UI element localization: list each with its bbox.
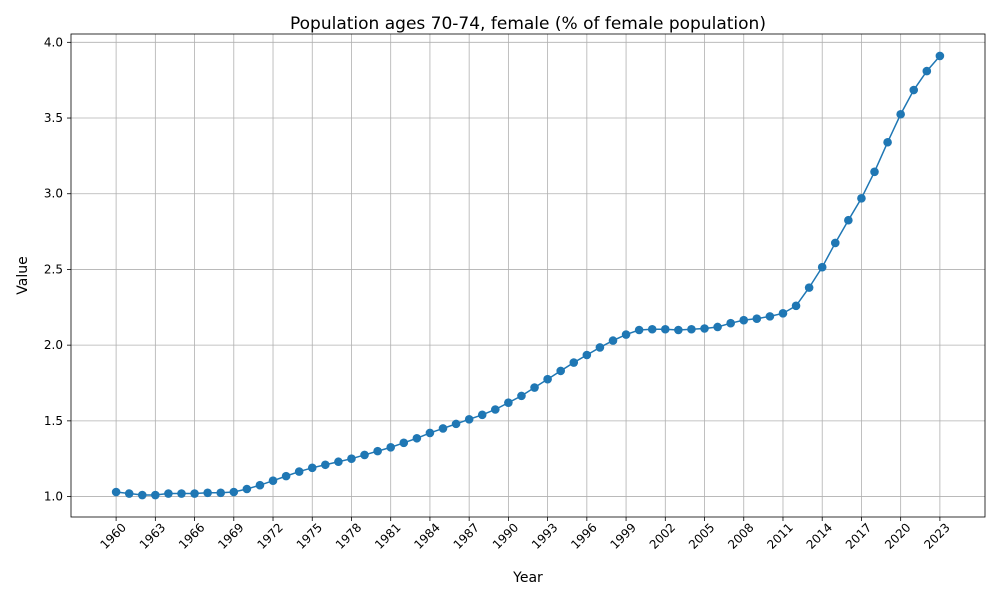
data-point <box>621 330 631 339</box>
y-tick-label: 2.0 <box>44 338 63 352</box>
data-point <box>660 324 670 334</box>
chart-title: Population ages 70-74, female (% of fema… <box>290 14 766 34</box>
data-point <box>582 350 592 360</box>
data-point <box>124 489 134 498</box>
y-tick-label: 3.0 <box>44 187 63 201</box>
data-point <box>674 325 683 335</box>
data-point <box>477 410 487 420</box>
data-point <box>922 66 932 76</box>
data-point <box>229 487 239 497</box>
data-point <box>360 450 369 460</box>
data-point <box>634 325 644 335</box>
data-point <box>752 314 762 323</box>
data-point <box>804 283 814 292</box>
data-point <box>412 433 422 443</box>
data-point <box>438 424 448 433</box>
data-point <box>373 446 382 456</box>
data-point <box>543 374 552 384</box>
data-point <box>425 428 435 438</box>
data-point <box>687 324 696 334</box>
data-point <box>739 315 749 325</box>
plot-frame <box>70 33 986 518</box>
data-point <box>857 193 866 203</box>
data-point <box>556 366 565 376</box>
y-tick-label: 3.5 <box>44 111 63 125</box>
data-point <box>595 343 605 352</box>
data-point <box>294 467 304 476</box>
data-point <box>111 487 121 497</box>
data-series <box>111 51 945 500</box>
data-point <box>386 443 396 452</box>
y-tick-label: 1.0 <box>44 490 63 504</box>
data-point <box>307 463 317 473</box>
data-point <box>190 489 199 498</box>
data-point <box>203 488 212 498</box>
data-point <box>491 405 500 414</box>
data-point <box>830 238 840 248</box>
data-point <box>844 215 853 225</box>
data-point <box>935 51 945 61</box>
data-point <box>713 322 722 332</box>
data-point <box>164 489 173 498</box>
data-point <box>268 476 278 485</box>
data-point <box>647 324 657 334</box>
data-point <box>726 318 735 328</box>
data-point <box>334 457 343 467</box>
data-point <box>399 438 409 448</box>
data-point <box>137 490 147 500</box>
data-point <box>321 460 330 470</box>
data-point <box>765 312 775 321</box>
grid-lines <box>71 34 985 517</box>
data-point <box>791 301 801 311</box>
data-point <box>778 309 788 318</box>
data-point <box>896 109 905 119</box>
y-tick-label: 1.5 <box>44 414 63 428</box>
data-point <box>608 336 618 345</box>
data-point <box>569 358 579 367</box>
y-tick-label: 2.5 <box>44 262 63 276</box>
series-line <box>116 55 941 496</box>
data-point <box>281 471 291 481</box>
data-point <box>700 324 709 333</box>
data-point <box>530 383 539 392</box>
data-point <box>909 85 919 95</box>
data-point <box>817 262 827 272</box>
y-tick-label: 4.0 <box>44 35 63 49</box>
data-point <box>464 415 474 424</box>
x-axis-label: Year <box>512 570 543 586</box>
data-point <box>151 490 160 500</box>
data-point <box>870 167 879 177</box>
data-point <box>883 137 892 147</box>
data-point <box>216 488 226 498</box>
data-point <box>177 489 186 498</box>
data-point <box>517 391 526 401</box>
y-axis-label: Value <box>15 256 31 294</box>
data-point <box>347 454 356 464</box>
data-point <box>451 419 461 429</box>
data-point <box>255 480 265 490</box>
data-point <box>242 484 252 494</box>
data-point <box>504 398 513 407</box>
